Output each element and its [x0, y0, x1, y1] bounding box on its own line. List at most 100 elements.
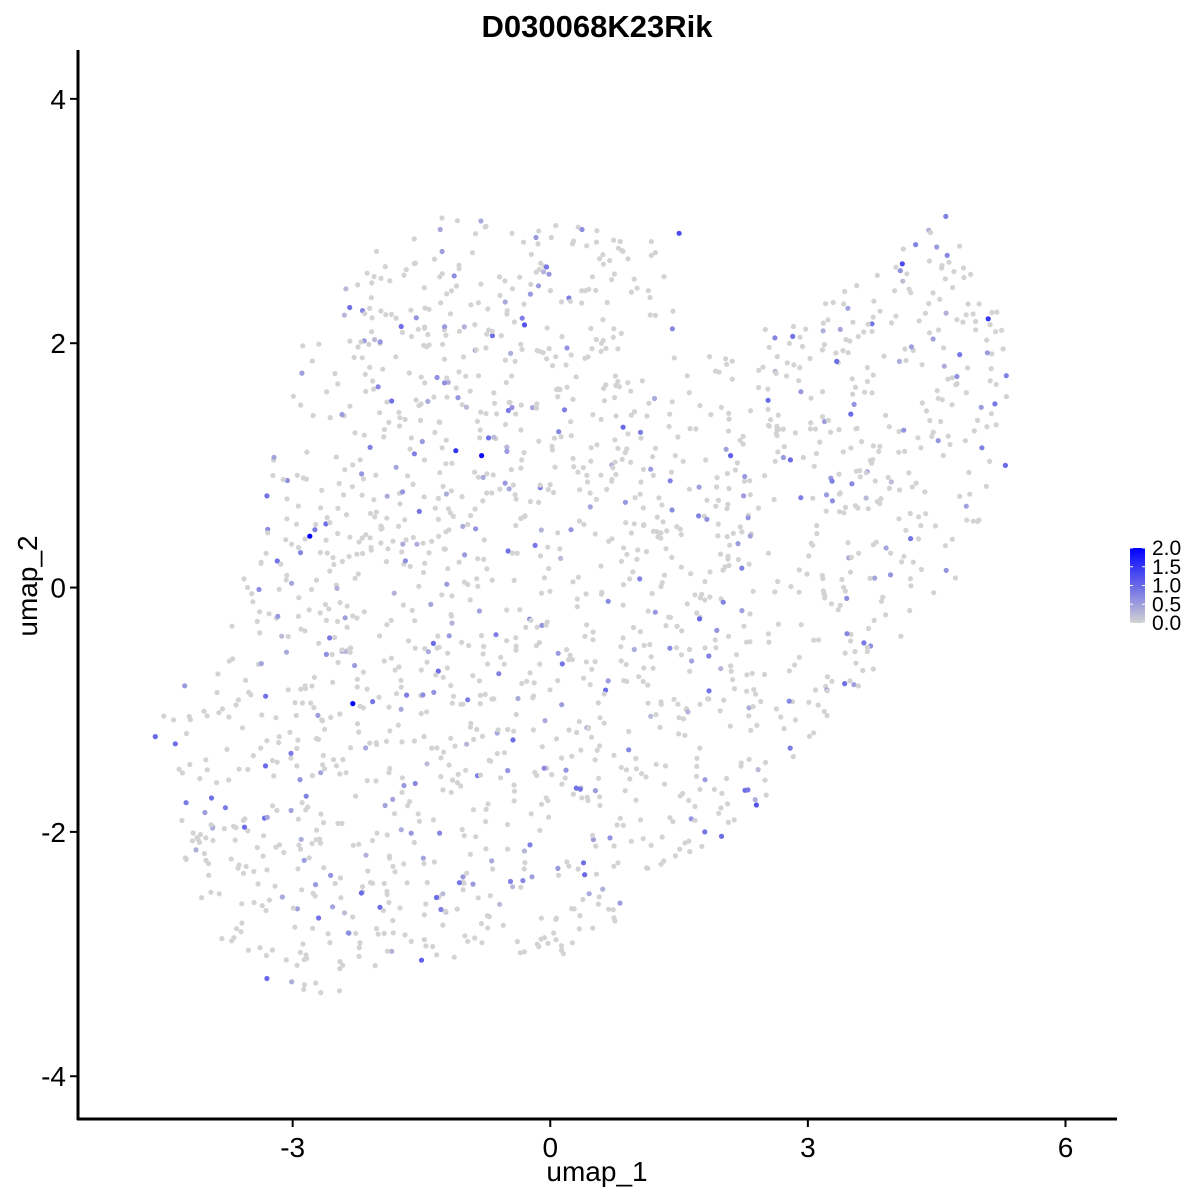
- cell-point: [738, 763, 744, 769]
- legend-tick-label: 2.0: [1152, 537, 1181, 560]
- cell-point: [571, 464, 577, 470]
- cell-point: [502, 278, 508, 284]
- cell-point: [544, 325, 550, 331]
- cell-point: [251, 868, 257, 875]
- cell-point: [381, 880, 387, 887]
- cell-point: [678, 532, 684, 538]
- cell-point: [398, 323, 404, 330]
- cell-point: [927, 230, 934, 236]
- cell-point: [627, 576, 633, 582]
- cell-point-highlighted: [152, 734, 158, 740]
- cell-point: [418, 710, 424, 717]
- cell-point: [756, 367, 762, 373]
- cell-point: [671, 355, 677, 361]
- cell-point: [303, 793, 309, 799]
- cell-point: [861, 329, 867, 335]
- cell-point: [337, 711, 343, 717]
- cell-point: [424, 659, 430, 665]
- cell-point: [620, 602, 626, 608]
- cell-point: [513, 411, 519, 417]
- cell-point: [239, 901, 245, 907]
- cell-point: [363, 532, 369, 538]
- cell-point: [275, 613, 281, 620]
- cell-point: [643, 549, 650, 555]
- cell-point: [335, 618, 341, 625]
- cell-point: [265, 530, 271, 536]
- cell-point: [518, 465, 524, 471]
- cell-point: [497, 486, 503, 492]
- cell-point-highlighted: [264, 493, 270, 499]
- cell-point: [643, 774, 649, 780]
- cell-point: [574, 729, 580, 736]
- cell-point: [678, 564, 685, 570]
- cell-point: [580, 675, 587, 681]
- cell-point: [729, 376, 735, 382]
- cell-point: [261, 833, 267, 839]
- cell-point: [459, 402, 465, 408]
- cell-point: [448, 735, 454, 741]
- cell-point: [878, 598, 885, 604]
- chart-title: D030068K23Rik: [482, 9, 714, 44]
- cell-point: [854, 283, 860, 289]
- cell-point: [676, 731, 682, 737]
- cell-point: [376, 694, 382, 700]
- cell-point: [430, 817, 437, 823]
- cell-point: [673, 645, 680, 651]
- cell-point: [402, 932, 408, 938]
- cell-point: [519, 680, 525, 687]
- cell-point: [740, 433, 746, 439]
- cell-point: [452, 743, 458, 749]
- cell-point: [514, 550, 520, 556]
- cell-point: [546, 346, 552, 352]
- cell-point: [481, 537, 487, 543]
- cell-point: [482, 691, 488, 698]
- cell-point: [603, 345, 609, 351]
- cell-point: [765, 550, 772, 556]
- cell-point: [593, 239, 600, 245]
- cell-point: [746, 705, 752, 711]
- cell-point: [371, 273, 377, 280]
- cell-point: [313, 521, 319, 528]
- cell-point: [335, 505, 341, 511]
- cell-point: [537, 553, 544, 559]
- cell-point-highlighted: [264, 975, 270, 982]
- cell-point: [444, 394, 450, 400]
- cell-point: [548, 234, 554, 241]
- cell-point: [558, 434, 564, 440]
- cell-point: [774, 354, 780, 360]
- cell-point: [533, 269, 539, 275]
- cell-point: [582, 355, 588, 361]
- cell-point: [337, 875, 343, 881]
- cell-point: [836, 471, 842, 477]
- cell-point: [631, 409, 638, 415]
- cell-point: [370, 378, 376, 384]
- cell-point: [484, 331, 490, 337]
- cell-point: [454, 218, 460, 224]
- cell-point: [373, 248, 380, 254]
- cell-point: [203, 835, 209, 841]
- cell-point: [580, 860, 587, 866]
- cell-point: [233, 702, 239, 708]
- cell-point: [278, 561, 284, 567]
- cell-point: [659, 580, 665, 586]
- cell-point: [509, 404, 515, 411]
- cell-point: [393, 315, 399, 321]
- cell-point: [584, 243, 590, 249]
- cell-point: [248, 692, 254, 698]
- cell-point: [417, 417, 424, 423]
- cell-point: [667, 815, 673, 821]
- cell-point: [674, 623, 680, 629]
- cell-point: [745, 787, 751, 793]
- cell-point: [413, 315, 419, 321]
- cell-point: [786, 340, 793, 346]
- cell-point: [433, 672, 439, 678]
- cell-point: [922, 489, 928, 495]
- cell-point: [316, 341, 322, 347]
- cell-point: [382, 264, 388, 270]
- cell-point: [833, 350, 839, 356]
- cell-point: [723, 356, 729, 362]
- cell-point: [987, 322, 993, 328]
- cell-point: [935, 327, 942, 333]
- cell-point: [357, 703, 363, 709]
- cell-point: [624, 551, 630, 558]
